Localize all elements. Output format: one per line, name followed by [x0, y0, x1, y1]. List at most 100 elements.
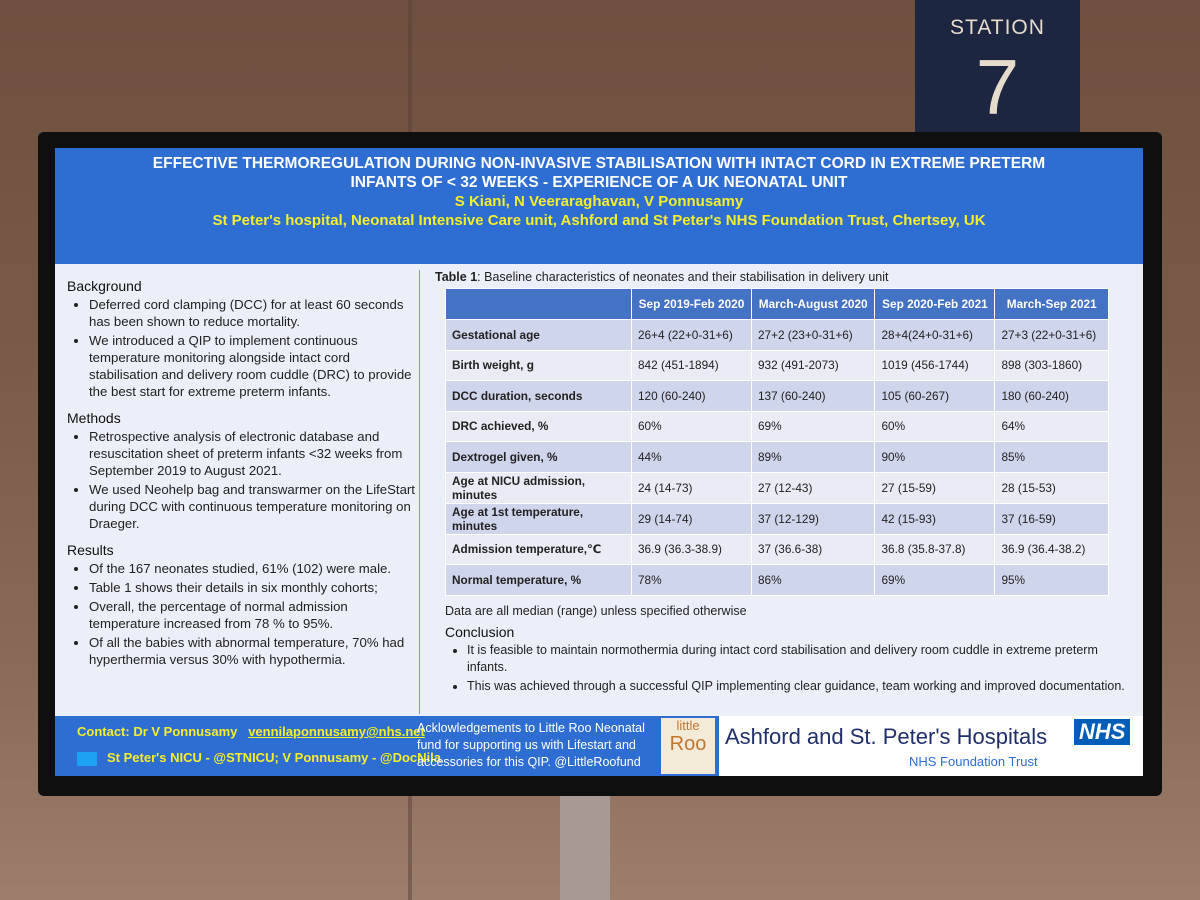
conclusion: Conclusion It is feasible to maintain nor…	[441, 624, 1129, 695]
cell: 180 (60-240)	[994, 380, 1109, 412]
title: INFANTS OF < 32 WEEKS - EXPERIENCE OF A …	[350, 174, 848, 191]
bullet: Table 1 shows their details in six month…	[89, 579, 415, 596]
bullet: Of the 167 neonates studied, 61% (102) w…	[89, 560, 415, 577]
twitter-icon	[77, 751, 97, 766]
bullet: Of all the babies with abnormal temperat…	[89, 634, 415, 668]
email[interactable]: vennilaponnusamy@nhs.net	[248, 724, 425, 739]
section-heading: Results	[67, 542, 114, 558]
table-row: Age at 1st temperature, minutes 29 (14-74…	[445, 502, 1109, 535]
cell: 86%	[750, 564, 876, 596]
header-cell: Sep 2019-Feb 2020	[631, 288, 752, 320]
table: Sep 2019-Feb 2020 March-August 2020 Sep 20…	[445, 288, 1109, 596]
cell: 44%	[631, 441, 752, 473]
bullet: Deferred cord clamping (DCC) for at leas…	[89, 296, 415, 330]
row-label: DCC duration, seconds	[445, 380, 632, 412]
row-label: Age at 1st temperature, minutes	[445, 502, 632, 535]
cell: 27+2 (23+0-31+6)	[750, 319, 876, 351]
authors: S Kiani, N Veeraraghavan, V Ponnusamy	[454, 193, 744, 210]
roo-logo: little Roo	[661, 718, 715, 774]
nhs-logo: NHS	[1074, 719, 1131, 745]
bullet-list: Of the 167 neonates studied, 61% (102) w…	[63, 560, 415, 668]
cell: 89%	[750, 441, 876, 473]
cell: 95%	[994, 564, 1109, 596]
cell: 120 (60-240)	[631, 380, 752, 412]
section: Background Deferred cord clamping (DCC) f…	[63, 278, 415, 400]
poster: EFFECTIVE THERMOREGULATION DURING NON-IN…	[55, 148, 1143, 776]
cell: 37 (12-129)	[750, 502, 876, 535]
row-label: Dextrogel given, %	[445, 441, 632, 473]
table-caption: Table 1: Baseline characteristics of neo…	[435, 270, 1129, 284]
row-label: DRC achieved, %	[445, 410, 632, 442]
caption-text: : Baseline characteristics of neonates a…	[477, 270, 889, 284]
cell: 69%	[750, 410, 876, 442]
row-label: Admission temperature,℃	[445, 533, 632, 565]
cell: 69%	[874, 564, 996, 596]
bullet-list: It is feasible to maintain normothermia …	[441, 642, 1129, 695]
cell: 932 (491-2073)	[750, 349, 876, 381]
cell: 842 (451-1894)	[631, 349, 752, 381]
station-number: 7	[975, 43, 1020, 131]
affiliation: St Peter's hospital, Neonatal Intensive …	[212, 212, 986, 229]
cell: 1019 (456-1744)	[874, 349, 996, 381]
cell: 36.9 (36.4-38.2)	[994, 533, 1109, 565]
table-row: Age at NICU admission, minutes 24 (14-73)…	[445, 471, 1109, 504]
cell: 137 (60-240)	[750, 380, 876, 412]
monitor-stand	[560, 796, 610, 900]
cell: 90%	[874, 441, 996, 473]
row-label: Birth weight, g	[445, 349, 632, 381]
cell: 28 (15-53)	[994, 471, 1109, 504]
cell: 60%	[631, 410, 752, 442]
bullet: We introduced a QIP to implement continu…	[89, 332, 415, 400]
bullet-list: Deferred cord clamping (DCC) for at leas…	[63, 296, 415, 400]
footer: Contact: Dr V Ponnusamy vennilaponnusamy…	[55, 716, 1143, 776]
cell: 27 (12-43)	[750, 471, 876, 504]
cell: 24 (14-73)	[631, 471, 752, 504]
twitter-handles: St Peter's NICU - @STNICU; V Ponnusamy -…	[107, 750, 441, 765]
section-heading: Background	[67, 278, 142, 294]
header-cell: March-August 2020	[750, 288, 876, 320]
cell: 37 (36.6-38)	[750, 533, 876, 565]
table-row: DCC duration, seconds 120 (60-240) 137 (60…	[445, 380, 1109, 412]
logo-top: little	[676, 718, 700, 733]
bullet-list: Retrospective analysis of electronic dat…	[63, 428, 415, 532]
row-label: Normal temperature, %	[445, 564, 632, 596]
bullet: It is feasible to maintain normothermia …	[467, 642, 1129, 676]
cell: 85%	[994, 441, 1109, 473]
cell: 42 (15-93)	[874, 502, 996, 535]
caption-label: Table 1	[435, 270, 478, 284]
cell: 105 (60-267)	[874, 380, 996, 412]
cell: 78%	[631, 564, 752, 596]
header-cell: March-Sep 2021	[994, 288, 1109, 320]
cell: 36.8 (35.8-37.8)	[874, 533, 996, 565]
cell: 27+3 (22+0-31+6)	[994, 319, 1109, 351]
contact: Contact: Dr V Ponnusamy vennilaponnusamy…	[77, 724, 425, 739]
table-row: DRC achieved, % 60% 69% 60% 64%	[445, 410, 1109, 442]
trust-name: NHS Foundation Trust	[909, 754, 1038, 769]
header-row: Sep 2019-Feb 2020 March-August 2020 Sep 20…	[445, 288, 1109, 320]
contact-name: Contact: Dr V Ponnusamy	[77, 724, 238, 739]
nhs-banner: Ashford and St. Peter's Hospitals NHS NH…	[719, 716, 1143, 776]
bullet: Retrospective analysis of electronic dat…	[89, 428, 415, 479]
left-column: Background Deferred cord clamping (DCC) f…	[63, 272, 415, 712]
cell: 28+4(24+0-31+6)	[874, 319, 996, 351]
poster-header: EFFECTIVE THERMOREGULATION DURING NON-IN…	[55, 148, 1143, 264]
section: Results Of the 167 neonates studied, 61% …	[63, 542, 415, 668]
cell: 36.9 (36.3-38.9)	[631, 533, 752, 565]
bullet: Overall, the percentage of normal admiss…	[89, 598, 415, 632]
table-row: Gestational age 26+4 (22+0-31+6) 27+2 (23+…	[445, 319, 1109, 351]
table-row: Admission temperature,℃ 36.9 (36.3-38.9) 3…	[445, 533, 1109, 565]
table-row: Birth weight, g 842 (451-1894) 932 (491-20…	[445, 349, 1109, 381]
cell: 26+4 (22+0-31+6)	[631, 319, 752, 351]
bullet: We used Neohelp bag and transwarmer on t…	[89, 481, 415, 532]
row-label: Gestational age	[445, 319, 632, 351]
hospital-name: Ashford and St. Peter's Hospitals	[725, 724, 1048, 749]
twitter: St Peter's NICU - @STNICU; V Ponnusamy -…	[77, 750, 441, 766]
bullet: This was achieved through a successful Q…	[467, 678, 1129, 695]
row-label: Age at NICU admission, minutes	[445, 471, 632, 504]
cell: 898 (303-1860)	[994, 349, 1109, 381]
section-heading: Methods	[67, 410, 121, 426]
acknowledgement: Acklowledgements to Little Roo Neonatal …	[417, 721, 645, 769]
header-cell	[445, 288, 632, 320]
cell: 37 (16-59)	[994, 502, 1109, 535]
